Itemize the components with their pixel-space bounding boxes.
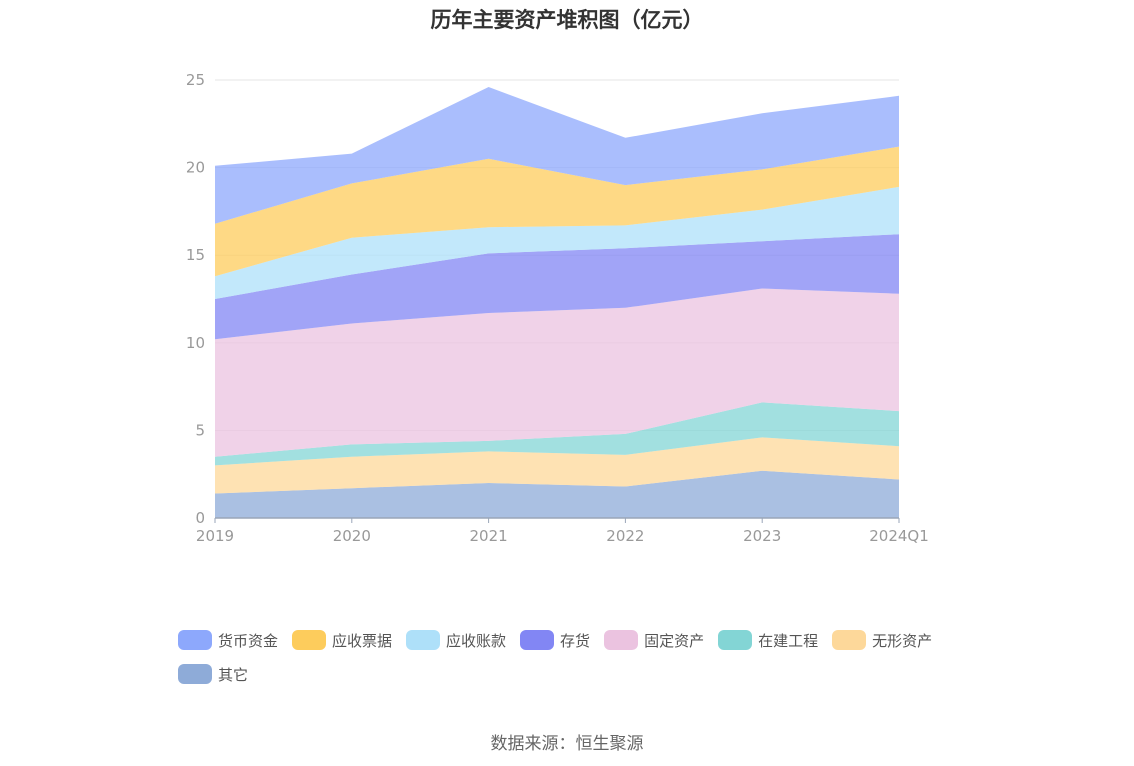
area-series-2 xyxy=(215,402,899,466)
legend-item[interactable]: 固定资产 xyxy=(604,630,704,650)
legend-swatch xyxy=(520,630,555,650)
legend-item[interactable]: 其它 xyxy=(178,664,248,684)
y-tick-label: 15 xyxy=(186,246,205,264)
area-series xyxy=(215,87,899,518)
x-tick-label: 2019 xyxy=(196,527,234,545)
x-tick-label: 2022 xyxy=(606,527,644,545)
legend-label: 其它 xyxy=(218,665,249,684)
legend-swatch xyxy=(832,630,867,650)
legend-item[interactable]: 存货 xyxy=(520,630,590,650)
y-tick-label: 5 xyxy=(195,421,205,439)
legend-label: 在建工程 xyxy=(758,631,819,650)
area-series-5 xyxy=(215,186,899,299)
legend-swatch xyxy=(178,664,212,684)
y-tick-label: 10 xyxy=(186,334,205,352)
legend-label: 存货 xyxy=(560,631,591,650)
area-series-0 xyxy=(215,470,899,518)
legend-swatch xyxy=(718,630,753,650)
stacked-area-chart: 0 5 10 15 20 25 2019 2020 2021 2022 2023 2024Q1 xyxy=(186,71,929,545)
legend-swatch xyxy=(292,630,327,650)
y-tick-label: 20 xyxy=(186,159,205,177)
area-series-1 xyxy=(215,437,899,494)
y-tick-label: 0 xyxy=(195,509,205,527)
legend-swatch xyxy=(406,630,441,650)
x-tick-label: 2023 xyxy=(743,527,781,545)
area-series-6 xyxy=(215,146,899,277)
legend-label: 货币资金 xyxy=(218,631,279,650)
legend-item[interactable]: 在建工程 xyxy=(718,630,818,650)
area-series-3 xyxy=(215,288,899,457)
legend-item[interactable]: 应收票据 xyxy=(292,630,392,650)
x-tick-label: 2020 xyxy=(333,527,371,545)
legend-label: 应收账款 xyxy=(446,631,507,650)
area-series-7 xyxy=(215,87,899,224)
y-tick-label: 25 xyxy=(186,71,205,89)
legend: 货币资金 应收票据 应收账款 存货 固定资产 在建工程 无形资产其它 xyxy=(178,630,978,698)
legend-label: 无形资产 xyxy=(872,631,933,650)
legend-item[interactable]: 应收账款 xyxy=(406,630,506,650)
legend-swatch xyxy=(604,630,639,650)
chart-title: 历年主要资产堆积图（亿元） xyxy=(430,8,704,32)
axes: 0 5 10 15 20 25 2019 2020 2021 2022 2023 2024Q1 xyxy=(186,71,929,545)
legend-label: 固定资产 xyxy=(644,631,705,650)
area-series-4 xyxy=(215,234,899,340)
legend-item[interactable]: 货币资金 xyxy=(178,630,278,650)
legend-item[interactable]: 无形资产 xyxy=(832,630,932,650)
x-tick-label: 2021 xyxy=(470,527,508,545)
legend-swatch xyxy=(178,630,212,650)
legend-label: 应收票据 xyxy=(332,631,393,650)
x-tick-label: 2024Q1 xyxy=(869,527,929,545)
source-note: 数据来源：恒生聚源 xyxy=(490,734,644,754)
